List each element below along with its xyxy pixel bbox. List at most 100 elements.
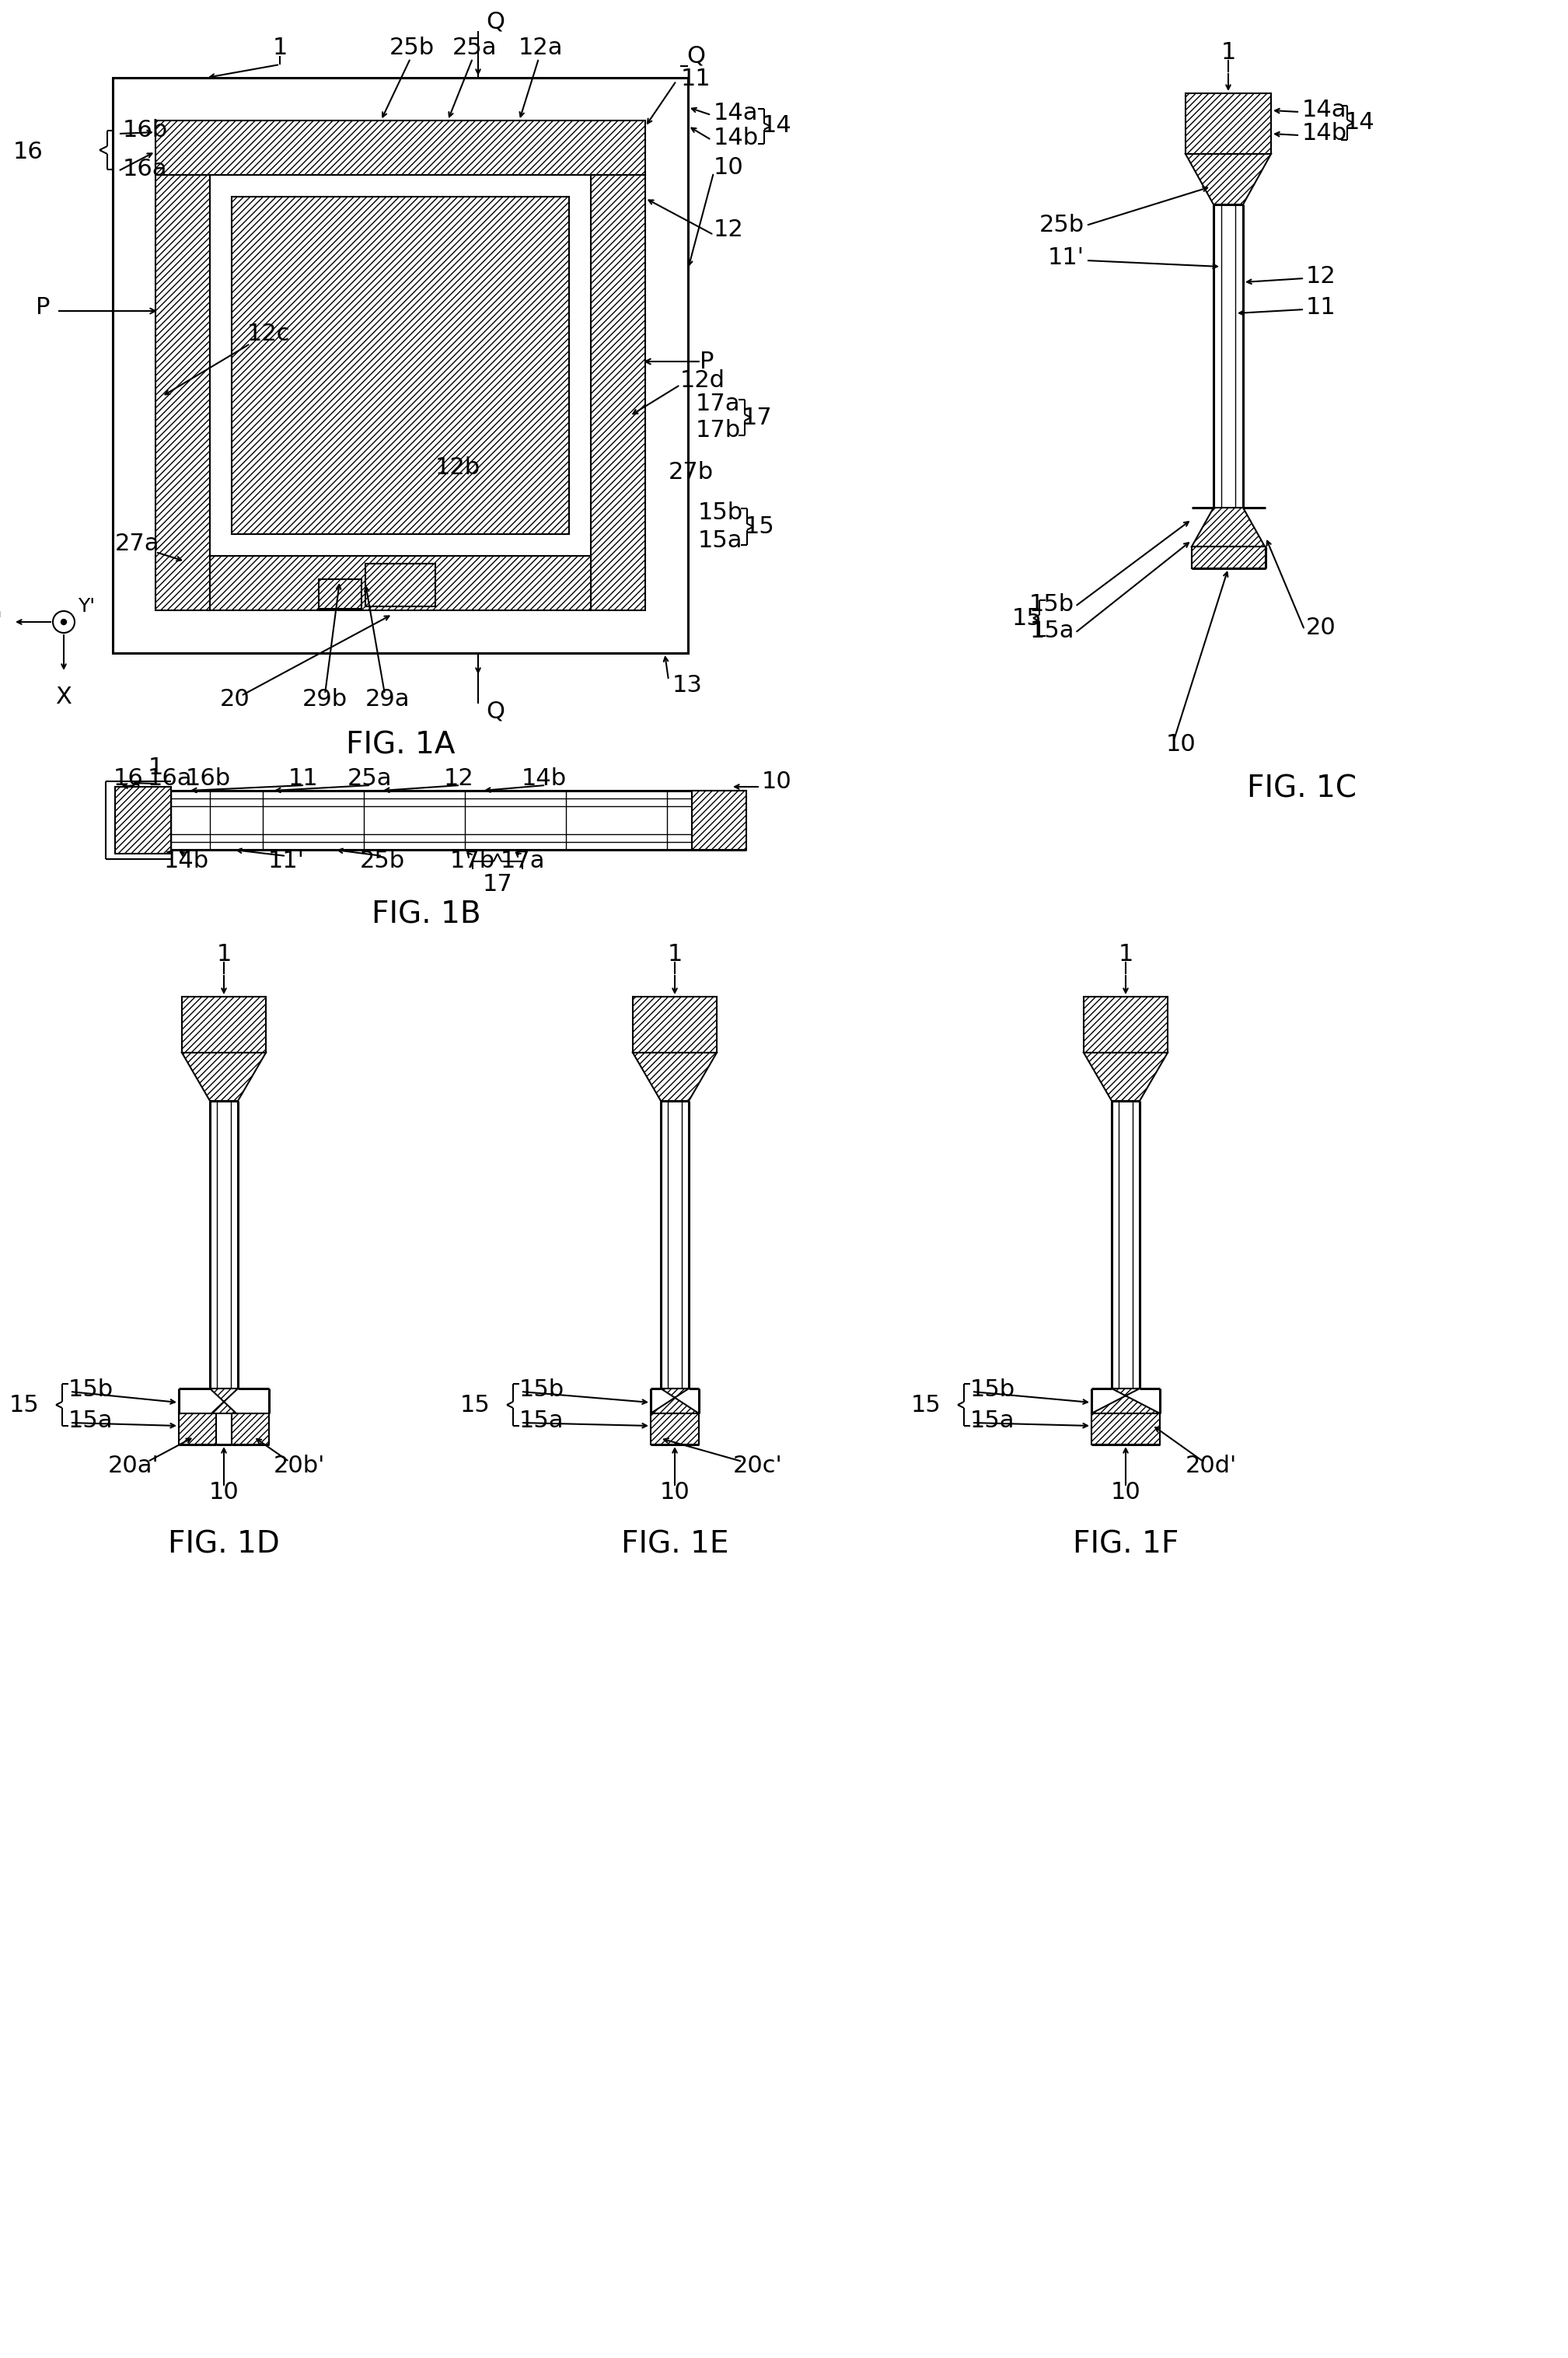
Text: Y': Y'	[78, 597, 96, 615]
Text: 12: 12	[444, 769, 474, 790]
Text: 15: 15	[745, 514, 775, 538]
Text: 15a: 15a	[971, 1410, 1014, 1431]
Text: 12: 12	[1306, 264, 1336, 288]
Text: Q: Q	[486, 700, 505, 722]
Text: Q: Q	[486, 9, 505, 33]
Text: P: P	[699, 351, 713, 373]
Text: 25b: 25b	[1040, 215, 1085, 236]
Text: 14: 14	[762, 113, 792, 137]
Polygon shape	[1083, 1052, 1168, 1101]
Text: 17: 17	[483, 872, 513, 896]
Text: 27a: 27a	[114, 533, 160, 556]
Polygon shape	[1185, 153, 1272, 205]
Text: 20c': 20c'	[734, 1455, 782, 1478]
Polygon shape	[1091, 1389, 1160, 1412]
Bar	[651, 1412, 699, 1445]
Text: 25b: 25b	[361, 851, 405, 872]
Text: 11: 11	[289, 769, 318, 790]
Text: 12b: 12b	[436, 457, 480, 479]
Text: 15b: 15b	[519, 1377, 564, 1401]
Text: 15: 15	[459, 1394, 489, 1417]
Text: FIG. 1E: FIG. 1E	[621, 1530, 729, 1559]
Bar	[232, 196, 569, 535]
Text: 15b: 15b	[698, 502, 743, 523]
Bar	[113, 78, 688, 653]
Text: FIG. 1A: FIG. 1A	[347, 731, 455, 759]
Text: Q: Q	[687, 45, 706, 68]
Text: 10: 10	[762, 771, 792, 792]
Text: 14a: 14a	[1301, 99, 1347, 123]
Text: 15a: 15a	[69, 1410, 113, 1431]
Text: 16: 16	[113, 769, 143, 790]
Circle shape	[61, 620, 66, 625]
Bar	[182, 997, 267, 1052]
Text: 20b': 20b'	[273, 1455, 325, 1478]
Text: FIG. 1F: FIG. 1F	[1073, 1530, 1179, 1559]
Bar	[633, 997, 717, 1052]
Bar	[179, 1412, 216, 1445]
Text: 1: 1	[216, 943, 232, 964]
Bar	[232, 1412, 270, 1445]
Polygon shape	[651, 1389, 699, 1412]
Text: 14a: 14a	[713, 101, 759, 125]
Bar	[1091, 1412, 1160, 1445]
Text: 13: 13	[673, 674, 702, 698]
Text: 12c: 12c	[248, 323, 290, 347]
Text: 14b: 14b	[713, 127, 759, 149]
Text: 16b: 16b	[185, 769, 230, 790]
Text: 10: 10	[660, 1481, 690, 1504]
Polygon shape	[633, 1052, 717, 1101]
Text: 10: 10	[209, 1481, 238, 1504]
Text: 17b: 17b	[450, 851, 495, 872]
Text: 17a: 17a	[500, 851, 544, 872]
Text: 10: 10	[713, 156, 743, 179]
Text: 16a: 16a	[147, 769, 191, 790]
Text: 11: 11	[1306, 295, 1336, 318]
Text: 14b: 14b	[1301, 123, 1347, 144]
Text: 11: 11	[681, 68, 710, 90]
Bar	[318, 580, 362, 608]
Text: 25b: 25b	[389, 38, 434, 59]
Text: 16a: 16a	[122, 158, 168, 182]
Text: 15b: 15b	[1029, 594, 1074, 615]
Text: 12a: 12a	[517, 38, 563, 59]
Text: 14b: 14b	[522, 769, 566, 790]
Text: 14: 14	[1345, 111, 1375, 134]
Text: 1: 1	[668, 943, 682, 964]
Text: 29a: 29a	[365, 689, 409, 712]
Bar	[1185, 94, 1272, 153]
Polygon shape	[182, 1052, 267, 1101]
Text: Z': Z'	[0, 611, 3, 634]
Text: 16: 16	[13, 141, 42, 163]
Text: 16b: 16b	[122, 120, 168, 141]
Text: 20a': 20a'	[108, 1455, 160, 1478]
Text: 15b: 15b	[971, 1377, 1016, 1401]
Polygon shape	[1192, 507, 1265, 547]
Text: 17: 17	[742, 406, 773, 429]
Polygon shape	[155, 120, 646, 174]
Polygon shape	[591, 174, 646, 611]
Text: 25a: 25a	[452, 38, 497, 59]
Text: 10: 10	[1167, 733, 1196, 757]
Text: 15: 15	[1011, 606, 1041, 630]
Bar	[365, 564, 436, 606]
Text: 15: 15	[9, 1394, 39, 1417]
Text: 15: 15	[911, 1394, 941, 1417]
Polygon shape	[210, 556, 591, 611]
Text: 25a: 25a	[347, 769, 392, 790]
Text: 11': 11'	[1047, 248, 1085, 269]
Text: 15a: 15a	[519, 1410, 564, 1431]
Text: P: P	[36, 295, 50, 318]
Text: 12: 12	[713, 217, 743, 241]
Text: 14b: 14b	[165, 851, 209, 872]
Polygon shape	[155, 174, 210, 611]
Text: 27b: 27b	[668, 462, 713, 483]
Text: X: X	[55, 686, 72, 707]
Text: 1: 1	[273, 38, 287, 59]
Text: FIG. 1D: FIG. 1D	[168, 1530, 279, 1559]
Text: 1: 1	[147, 757, 163, 780]
Text: 11': 11'	[268, 851, 304, 872]
Text: 20: 20	[1306, 618, 1336, 639]
Text: 29b: 29b	[303, 689, 348, 712]
Text: 15a: 15a	[698, 528, 743, 552]
